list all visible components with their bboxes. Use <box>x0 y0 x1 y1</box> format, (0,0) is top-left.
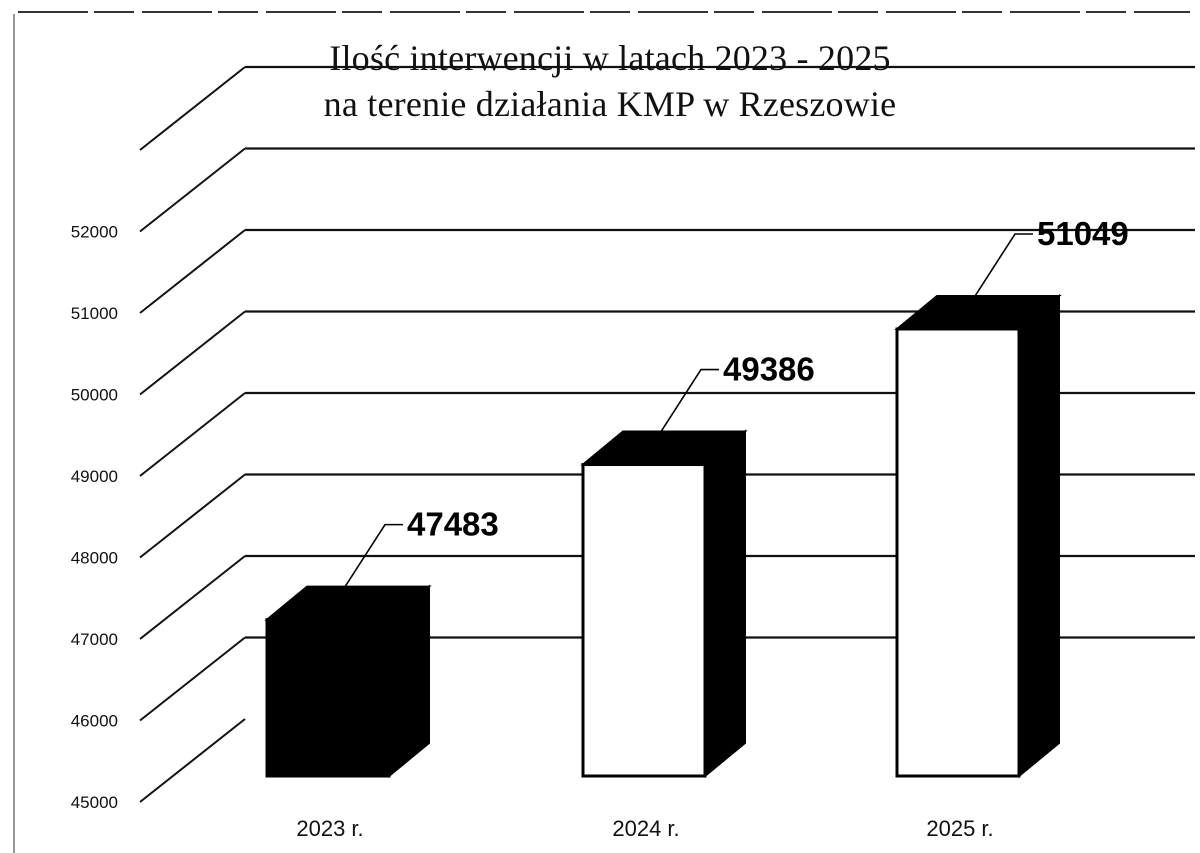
grid-diagonal <box>139 718 246 803</box>
chart-title-line-1: Ilość interwencji w latach 2023 - 2025 <box>329 38 891 78</box>
data-label: 51049 <box>1037 215 1129 252</box>
y-tick-label: 45000 <box>71 793 118 812</box>
data-label: 47483 <box>407 506 499 543</box>
grid-diagonal <box>139 310 246 396</box>
data-label-leader <box>956 233 1033 325</box>
x-tick-label: 2023 r. <box>296 816 363 841</box>
grid-diagonal <box>139 636 246 722</box>
data-label-leader <box>326 523 403 616</box>
bar-1 <box>265 618 391 778</box>
grid-diagonal <box>139 229 246 314</box>
y-tick-label: 46000 <box>71 712 118 731</box>
grid-diagonal <box>139 473 246 559</box>
bar-2 <box>581 463 707 778</box>
y-tick-label: 50000 <box>71 386 118 405</box>
bar-side-3 <box>1018 293 1060 779</box>
y-tick-label: 51000 <box>71 304 118 323</box>
bar-3 <box>895 327 1021 778</box>
data-label: 49386 <box>723 351 815 388</box>
y-tick-label: 52000 <box>71 223 118 242</box>
grid-diagonal <box>139 392 246 477</box>
grid-diagonal <box>139 66 246 151</box>
y-tick-label: 48000 <box>71 549 118 568</box>
x-tick-label: 2025 r. <box>926 816 993 841</box>
chart-title-line-2: na terenie działania KMP w Rzeszowie <box>323 84 897 124</box>
bar-side-2 <box>704 429 746 779</box>
data-label-leader <box>642 368 719 460</box>
grid-diagonal <box>139 555 246 640</box>
x-tick-label: 2024 r. <box>612 816 679 841</box>
grid-diagonal <box>139 147 246 233</box>
y-tick-label: 47000 <box>71 630 118 649</box>
y-tick-label: 49000 <box>71 467 118 486</box>
